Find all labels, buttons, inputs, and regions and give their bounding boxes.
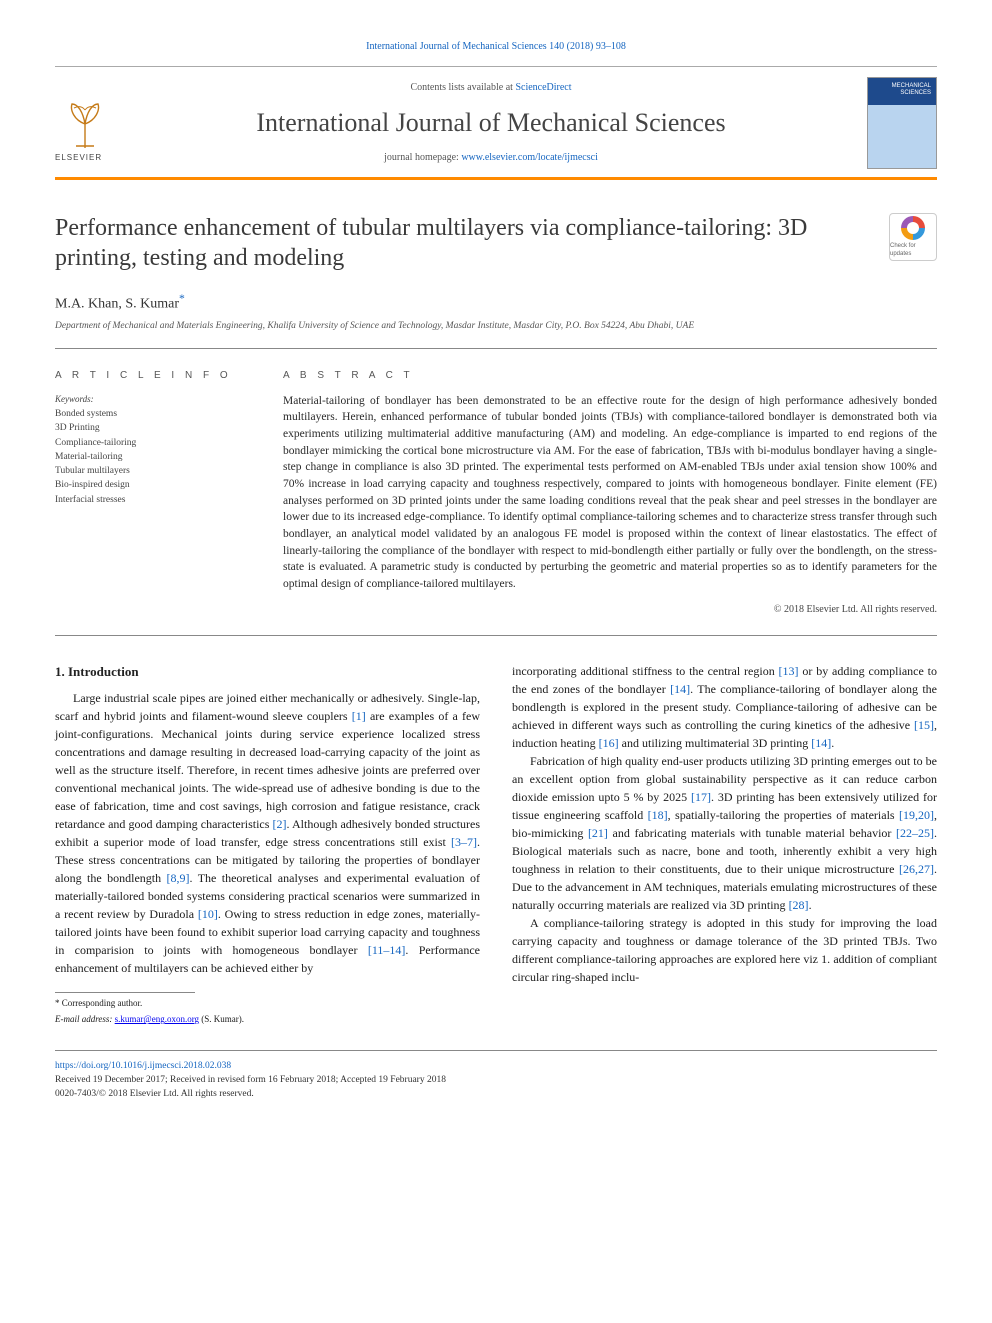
running-head-citation: International Journal of Mechanical Scie… [55, 40, 937, 54]
contents-prefix: Contents lists available at [410, 82, 515, 93]
publisher-logo-text: ELSEVIER [55, 152, 115, 163]
corresponding-author-note: * Corresponding author. [55, 997, 937, 1010]
article-footer: https://doi.org/10.1016/j.ijmecsci.2018.… [55, 1050, 937, 1102]
keywords-label: Keywords: [55, 393, 245, 406]
sciencedirect-link[interactable]: ScienceDirect [515, 82, 571, 93]
keyword-item: Bonded systems [55, 407, 245, 421]
publisher-logo: ELSEVIER [55, 82, 115, 163]
received-dates: Received 19 December 2017; Received in r… [55, 1073, 937, 1087]
crossmark-ring-icon [901, 216, 925, 240]
affiliation: Department of Mechanical and Materials E… [55, 320, 937, 348]
homepage-prefix: journal homepage: [384, 152, 461, 163]
citation-ref[interactable]: [28] [789, 898, 809, 912]
email-line: E-mail address: s.kumar@eng.oxon.org (S.… [55, 1013, 937, 1026]
journal-header: ELSEVIER Contents lists available at Sci… [55, 66, 937, 178]
keyword-item: Tubular multilayers [55, 464, 245, 478]
citation-ref[interactable]: [14] [670, 682, 690, 696]
citation-ref[interactable]: [13] [779, 664, 799, 678]
keyword-item: Compliance-tailoring [55, 436, 245, 450]
section-number: 1. [55, 664, 65, 679]
citation-ref[interactable]: [16] [599, 736, 619, 750]
body-paragraph: Large industrial scale pipes are joined … [55, 689, 480, 977]
abstract-heading: A B S T R A C T [283, 369, 937, 383]
citation-ref[interactable]: [18] [648, 808, 668, 822]
citation-ref[interactable]: [3–7] [451, 835, 477, 849]
section-title: Introduction [68, 664, 139, 679]
journal-homepage-line: journal homepage: www.elsevier.com/locat… [129, 151, 853, 165]
citation-ref[interactable]: [11–14] [368, 943, 406, 957]
email-label: E-mail address: [55, 1014, 115, 1024]
journal-name: International Journal of Mechanical Scie… [129, 105, 853, 141]
section-heading-intro: 1. Introduction [55, 662, 480, 682]
body-paragraph: Fabrication of high quality end-user pro… [512, 752, 937, 914]
doi-link[interactable]: https://doi.org/10.1016/j.ijmecsci.2018.… [55, 1061, 231, 1071]
citation-ref[interactable]: [15] [914, 718, 934, 732]
journal-cover-thumbnail: MECHANICAL SCIENCES [867, 77, 937, 169]
citation-ref[interactable]: [21] [588, 826, 608, 840]
citation-ref[interactable]: [8,9] [167, 871, 190, 885]
authors-names: M.A. Khan, S. Kumar [55, 297, 179, 312]
corresponding-marker: * [179, 292, 185, 305]
abstract-copyright: © 2018 Elsevier Ltd. All rights reserved… [283, 603, 937, 617]
journal-homepage-link[interactable]: www.elsevier.com/locate/ijmecsci [461, 152, 598, 163]
citation-ref[interactable]: [22–25] [896, 826, 934, 840]
elsevier-tree-icon [55, 82, 115, 150]
keyword-item: 3D Printing [55, 421, 245, 435]
check-for-updates-badge[interactable]: Check for updates [889, 213, 937, 261]
citation-ref[interactable]: [10] [198, 907, 218, 921]
contents-available-line: Contents lists available at ScienceDirec… [129, 81, 853, 95]
updates-badge-label: Check for updates [890, 242, 936, 259]
body-paragraph: A compliance-tailoring strategy is adopt… [512, 914, 937, 986]
authors-line: M.A. Khan, S. Kumar* [55, 291, 937, 314]
citation-ref[interactable]: [14] [811, 736, 831, 750]
citation-ref[interactable]: [26,27] [899, 862, 934, 876]
article-info-heading: A R T I C L E I N F O [55, 369, 245, 383]
footnote-rule [55, 992, 195, 993]
email-suffix: (S. Kumar). [199, 1014, 244, 1024]
citation-ref[interactable]: [17] [691, 790, 711, 804]
citation-ref[interactable]: [2] [273, 817, 287, 831]
article-body: 1. Introduction Large industrial scale p… [55, 662, 937, 986]
citation-ref[interactable]: [19,20] [899, 808, 934, 822]
abstract-text: Material-tailoring of bondlayer has been… [283, 393, 937, 593]
cover-thumb-text: MECHANICAL SCIENCES [868, 83, 931, 96]
article-title: Performance enhancement of tubular multi… [55, 213, 869, 273]
issn-copyright: 0020-7403/© 2018 Elsevier Ltd. All right… [55, 1087, 937, 1101]
keyword-item: Bio-inspired design [55, 478, 245, 492]
body-paragraph: incorporating additional stiffness to th… [512, 662, 937, 752]
keyword-item: Interfacial stresses [55, 493, 245, 507]
citation-ref[interactable]: [1] [352, 709, 366, 723]
author-email-link[interactable]: s.kumar@eng.oxon.org [115, 1014, 199, 1024]
keywords-list: Bonded systems 3D Printing Compliance-ta… [55, 407, 245, 507]
header-orange-rule [55, 177, 937, 180]
keyword-item: Material-tailoring [55, 450, 245, 464]
